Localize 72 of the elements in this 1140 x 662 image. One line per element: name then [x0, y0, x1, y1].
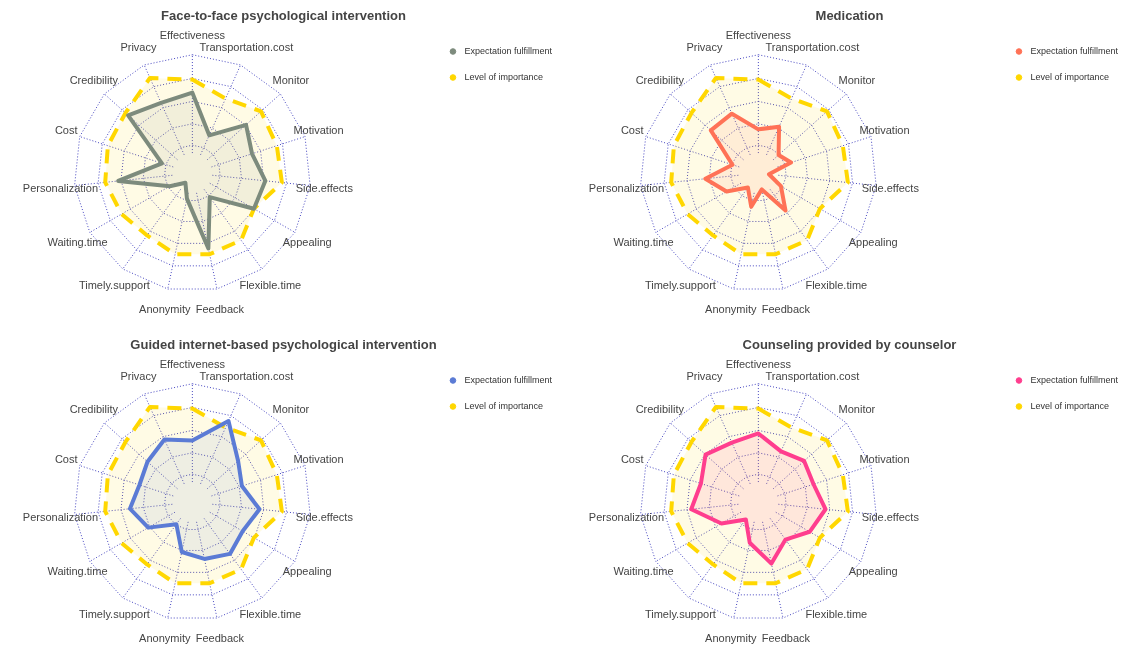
- spoke-label: Effectiveness: [725, 357, 792, 370]
- spoke-label: Privacy: [120, 40, 157, 53]
- spoke-label: Flexible.time: [805, 608, 868, 621]
- spoke-label: Personalization: [22, 181, 99, 194]
- spoke-label: Motivation: [293, 453, 344, 466]
- spoke-label: Transportation.cost: [199, 369, 294, 382]
- spoke-label: Effectiveness: [725, 28, 792, 41]
- spoke-label: Transportation.cost: [765, 369, 860, 382]
- spoke-label: Transportation.cost: [199, 40, 294, 53]
- spoke-label: Cost: [620, 453, 644, 466]
- spoke-label: Monitor: [838, 74, 876, 87]
- legend-label: Expectation fulfillment: [464, 46, 552, 56]
- spoke-label: Effectiveness: [159, 28, 226, 41]
- spoke-label: Credibility: [69, 403, 119, 416]
- spoke-label: Feedback: [195, 302, 245, 315]
- spoke-label: Anonymity: [705, 631, 757, 644]
- spoke-label: Timely.support: [78, 279, 150, 292]
- spoke-label: Flexible.time: [239, 608, 302, 621]
- spoke-label: Timely.support: [644, 608, 716, 621]
- spoke-label: Side.effects: [861, 510, 920, 523]
- spoke-label: Cost: [54, 453, 78, 466]
- spoke-label: Side.effects: [861, 181, 920, 194]
- spoke-label: Anonymity: [139, 302, 191, 315]
- chart-title: Guided internet-based psychological intervention: [130, 336, 437, 352]
- spoke-label: Credibility: [69, 74, 119, 87]
- spoke-label: Transportation.cost: [765, 40, 860, 53]
- spoke-label: Cost: [54, 124, 78, 137]
- spoke-label: Personalization: [588, 181, 665, 194]
- spoke-label: Personalization: [588, 510, 665, 523]
- spoke-label: Waiting.time: [613, 236, 674, 249]
- spoke-label: Appealing: [282, 565, 332, 578]
- legend-label: Expectation fulfillment: [464, 375, 552, 385]
- chart-title: Face-to-face psychological intervention: [161, 7, 406, 23]
- spoke-label: Anonymity: [705, 302, 757, 315]
- spoke-label: Flexible.time: [805, 279, 868, 292]
- legend-label: Expectation fulfillment: [1030, 375, 1118, 385]
- spoke-label: Waiting.time: [613, 565, 674, 578]
- legend-label: Level of importance: [1030, 72, 1109, 82]
- spoke-label: Anonymity: [139, 631, 191, 644]
- spoke-label: Monitor: [272, 74, 310, 87]
- spoke-label: Motivation: [859, 124, 910, 137]
- legend-label: Expectation fulfillment: [1030, 46, 1118, 56]
- spoke-label: Feedback: [195, 631, 245, 644]
- chart-title: Counseling provided by counselor: [742, 336, 957, 352]
- spoke-label: Monitor: [272, 403, 310, 416]
- spoke-label: Privacy: [686, 40, 723, 53]
- spoke-label: Appealing: [848, 236, 898, 249]
- spoke-label: Cost: [620, 124, 644, 137]
- spoke-label: Motivation: [293, 124, 344, 137]
- spoke-label: Feedback: [761, 302, 811, 315]
- spoke-label: Feedback: [761, 631, 811, 644]
- spoke-label: Side.effects: [295, 181, 354, 194]
- spoke-label: Waiting.time: [47, 565, 108, 578]
- spoke-label: Credibility: [635, 74, 685, 87]
- spoke-label: Privacy: [686, 369, 723, 382]
- spoke-label: Waiting.time: [47, 236, 108, 249]
- spoke-label: Monitor: [838, 403, 876, 416]
- legend-label: Level of importance: [464, 401, 543, 411]
- spoke-label: Privacy: [120, 369, 157, 382]
- chart-title: Medication: [815, 7, 884, 23]
- spoke-label: Flexible.time: [239, 279, 302, 292]
- spoke-label: Side.effects: [295, 510, 354, 523]
- spoke-label: Motivation: [859, 453, 910, 466]
- spoke-label: Personalization: [22, 510, 99, 523]
- spoke-label: Timely.support: [644, 279, 716, 292]
- spoke-label: Timely.support: [78, 608, 150, 621]
- spoke-label: Credibility: [635, 403, 685, 416]
- legend-label: Level of importance: [1030, 401, 1109, 411]
- spoke-label: Appealing: [282, 236, 332, 249]
- legend-label: Level of importance: [464, 72, 543, 82]
- spoke-label: Effectiveness: [159, 357, 226, 370]
- spoke-label: Appealing: [848, 565, 898, 578]
